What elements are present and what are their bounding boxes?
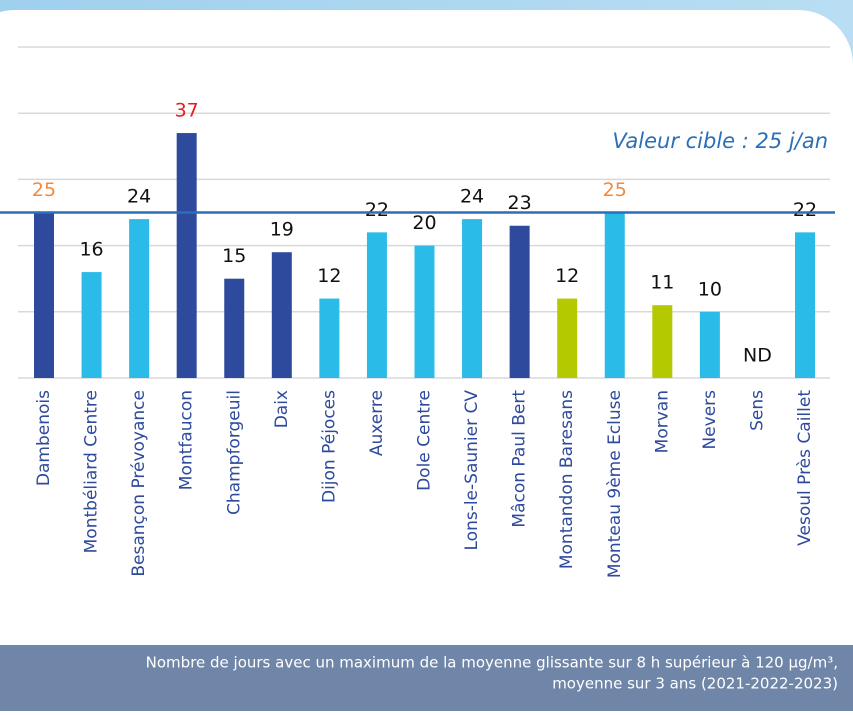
value-label: 12 bbox=[555, 265, 579, 287]
value-label: 12 bbox=[317, 265, 341, 287]
x-tick-label: Vesoul Près Caillet bbox=[795, 390, 815, 546]
x-tick-label: Nevers bbox=[700, 390, 720, 450]
value-label: ND bbox=[743, 345, 772, 367]
value-label: 37 bbox=[175, 100, 199, 122]
x-tick-label: Monteau 9ème Ecluse bbox=[605, 390, 625, 578]
bar bbox=[699, 311, 720, 378]
value-label: 11 bbox=[650, 272, 674, 294]
value-label: 10 bbox=[698, 278, 722, 300]
value-label: 24 bbox=[460, 186, 484, 208]
bar bbox=[81, 272, 102, 378]
value-label: 25 bbox=[603, 179, 627, 201]
value-label: 25 bbox=[32, 179, 56, 201]
bar bbox=[652, 305, 673, 378]
bar bbox=[557, 298, 578, 378]
bar bbox=[271, 252, 292, 378]
bar bbox=[129, 219, 150, 378]
value-label: 23 bbox=[508, 192, 532, 214]
x-tick-label: Montandon Baresans bbox=[557, 390, 577, 569]
bar bbox=[795, 232, 815, 378]
footer-note: Nombre de jours avec un maximum de la mo… bbox=[146, 654, 838, 672]
bar bbox=[34, 212, 54, 378]
bar bbox=[462, 219, 483, 378]
x-tick-label: Mâcon Paul Bert bbox=[510, 390, 530, 528]
bar bbox=[604, 212, 625, 378]
x-tick-label: Besançon Prévoyance bbox=[129, 390, 149, 577]
x-tick-label: Dambenois bbox=[34, 390, 54, 486]
bar bbox=[224, 278, 245, 378]
footer-band bbox=[0, 645, 853, 711]
x-tick-label: Montbéliard Centre bbox=[82, 390, 102, 553]
value-label: 16 bbox=[79, 239, 103, 261]
value-label: 22 bbox=[365, 199, 389, 221]
target-label: Valeur cible : 25 j/an bbox=[612, 129, 828, 153]
value-label: 20 bbox=[412, 212, 436, 234]
bar bbox=[509, 225, 530, 378]
bar bbox=[414, 245, 435, 378]
x-tick-label: Daix bbox=[272, 390, 292, 428]
x-tick-label: Auxerre bbox=[367, 390, 387, 456]
x-tick-label: Sens bbox=[747, 390, 767, 431]
bar bbox=[319, 298, 340, 378]
value-label: 24 bbox=[127, 186, 151, 208]
value-label: 22 bbox=[793, 199, 817, 221]
x-tick-label: Montfaucon bbox=[177, 390, 197, 490]
bar bbox=[366, 232, 387, 378]
footer-note: moyenne sur 3 ans (2021-2022-2023) bbox=[552, 675, 838, 693]
x-tick-label: Morvan bbox=[652, 390, 672, 453]
x-tick-label: Dole Centre bbox=[415, 390, 435, 491]
x-tick-label: Dijon Péjoces bbox=[319, 390, 339, 503]
value-label: 19 bbox=[270, 219, 294, 241]
value-label: 15 bbox=[222, 245, 246, 267]
bar bbox=[176, 133, 197, 378]
x-tick-label: Champforgeuil bbox=[224, 390, 244, 515]
x-tick-label: Lons-le-Saunier CV bbox=[462, 390, 482, 551]
